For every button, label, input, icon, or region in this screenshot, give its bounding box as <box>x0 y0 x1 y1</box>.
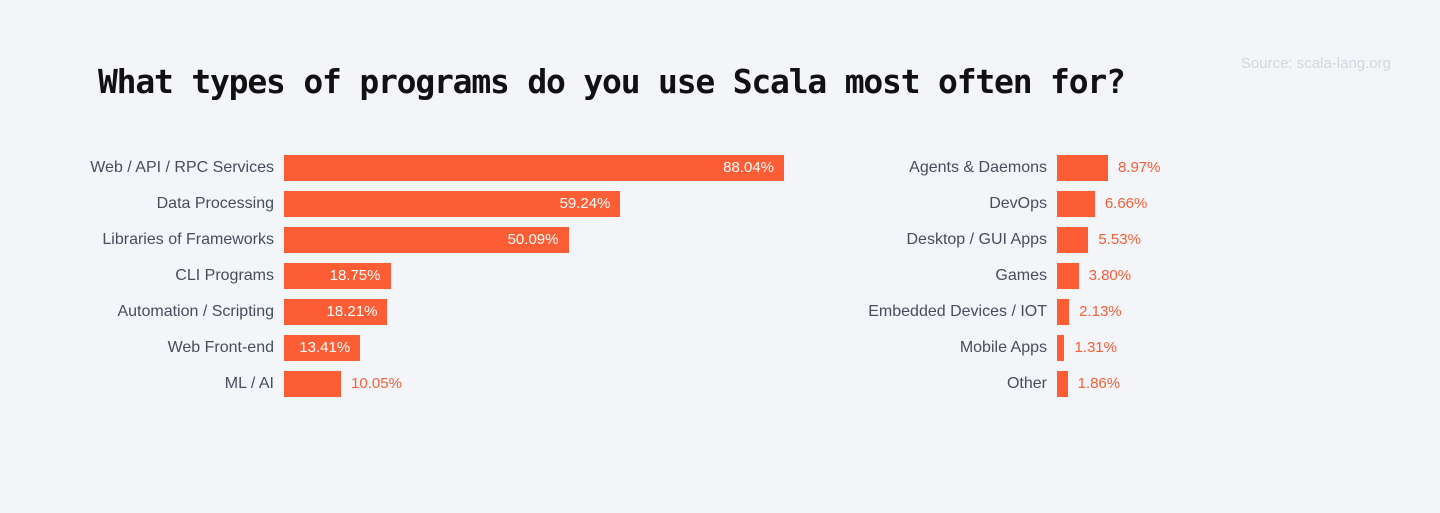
category-label: Games <box>995 267 1047 284</box>
bar <box>284 263 391 289</box>
value-label: 10.05% <box>351 375 402 392</box>
category-label: Mobile Apps <box>959 339 1047 356</box>
value-label: 13.41% <box>299 339 351 356</box>
category-label: Automation / Scripting <box>117 303 274 320</box>
value-label: 6.66% <box>1104 195 1148 212</box>
bar <box>1057 371 1068 397</box>
value-label: 5.53% <box>1098 231 1141 248</box>
category-label: DevOps <box>989 195 1047 212</box>
category-label: CLI Programs <box>175 267 274 284</box>
value-label: 1.86% <box>1077 375 1121 392</box>
category-label: Data Processing <box>156 195 274 212</box>
bar-row: Other 1.86% <box>800 371 1440 407</box>
category-label: Desktop / GUI Apps <box>906 231 1047 248</box>
category-label: Libraries of Frameworks <box>102 231 274 248</box>
bar-row: Embedded Devices / IOT 2.13% <box>800 299 1440 335</box>
bar-row: Mobile Apps 1.31% <box>800 335 1440 371</box>
bar-group-left: Web / API / RPC Services 88.04% Data Proce… <box>0 155 820 407</box>
value-label: 2.13% <box>1079 303 1122 320</box>
bar-group-right: Agents & Daemons 8.97% DevOps 6.66% Desktop … <box>800 155 1440 407</box>
value-label: 1.31% <box>1074 339 1117 356</box>
bar-row: Agents & Daemons 8.97% <box>800 155 1440 191</box>
category-label: Web / API / RPC Services <box>90 159 274 176</box>
value-label: 18.21% <box>326 303 378 320</box>
bar-row: Desktop / GUI Apps 5.53% <box>800 227 1440 263</box>
chart-title: What types of programs do you use Scala … <box>98 62 1126 101</box>
bar-row: Web / API / RPC Services 88.04% <box>0 155 820 191</box>
bar <box>1057 299 1070 325</box>
value-label: 18.75% <box>329 267 381 284</box>
category-label: Web Front-end <box>167 339 274 356</box>
bar-row: DevOps 6.66% <box>800 191 1440 227</box>
bar-row: Libraries of Frameworks 50.09% <box>0 227 820 263</box>
value-label: 8.97% <box>1117 159 1161 176</box>
bar-row: Web Front-end 13.41% <box>0 335 820 371</box>
value-label: 3.80% <box>1088 267 1132 284</box>
bar <box>1057 263 1079 289</box>
source-note: Source: scala-lang.org <box>1240 55 1391 72</box>
category-label: ML / AI <box>224 375 274 392</box>
bar <box>284 155 784 181</box>
bar <box>284 227 569 253</box>
bar <box>1057 155 1108 181</box>
category-label: Agents & Daemons <box>909 159 1047 176</box>
category-label: Embedded Devices / IOT <box>868 303 1047 320</box>
bar-row: Data Processing 59.24% <box>0 191 820 227</box>
bar <box>1057 191 1095 217</box>
bar <box>284 299 388 325</box>
value-label: 50.09% <box>507 231 559 248</box>
value-label: 88.04% <box>723 159 774 176</box>
value-label: 59.24% <box>559 195 611 212</box>
bar-row: ML / AI 10.05% <box>0 371 820 407</box>
bar <box>284 191 621 217</box>
bar <box>1057 227 1089 253</box>
bar-row: Automation / Scripting 18.21% <box>0 299 820 335</box>
bar <box>284 371 342 397</box>
bar-row: CLI Programs 18.75% <box>0 263 820 299</box>
bar-row: Games 3.80% <box>800 263 1440 299</box>
bar <box>1057 335 1065 361</box>
category-label: Other <box>1006 375 1047 392</box>
bar <box>284 335 361 361</box>
